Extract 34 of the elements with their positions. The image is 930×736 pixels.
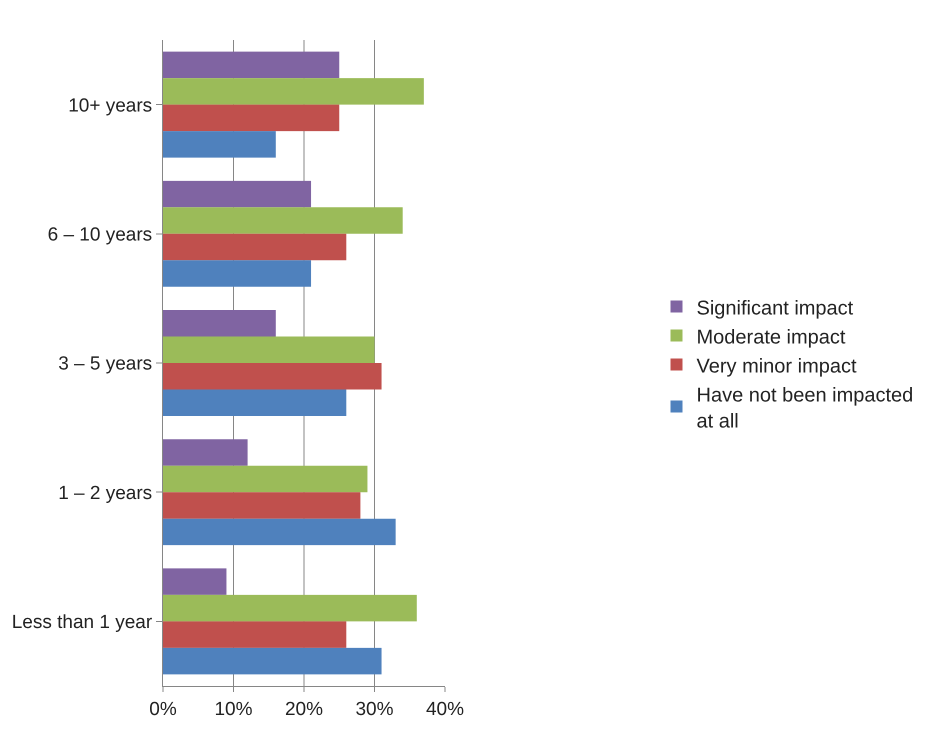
x-tick-label: 40% (426, 698, 464, 720)
y-tick-label: 10+ years (68, 95, 152, 116)
y-tick-label: 6 – 10 years (48, 224, 152, 246)
bar (163, 466, 368, 492)
bar (163, 131, 276, 158)
bar (163, 260, 312, 287)
bar (163, 439, 248, 466)
y-tick-label: 1 – 2 years (58, 482, 152, 504)
bar (163, 52, 340, 78)
bar (163, 389, 346, 416)
bar (163, 207, 403, 234)
bar (163, 310, 276, 337)
x-tick-label: 10% (214, 698, 253, 720)
y-tick-label: 3 – 5 years (58, 354, 152, 375)
bar (163, 568, 226, 595)
bar (163, 518, 396, 546)
bar (163, 336, 374, 363)
legend-label: Moderate impact (696, 326, 846, 348)
bar (163, 78, 424, 105)
x-tick-label: 0% (149, 698, 177, 720)
bar (163, 621, 346, 648)
x-tick-label: 30% (355, 698, 394, 720)
bar (163, 104, 340, 132)
legend-label: Have not been impacted at all (696, 384, 914, 432)
bar (163, 180, 312, 208)
bar (163, 594, 417, 622)
bar (163, 492, 360, 519)
legend-label: Very minor impact (696, 355, 857, 378)
bar (163, 363, 382, 390)
x-tick-label: 20% (284, 698, 324, 720)
bar (163, 234, 346, 260)
y-tick-label: Less than 1 year (12, 612, 153, 634)
legend-label: Significant impact (696, 297, 854, 320)
bar (163, 648, 382, 674)
